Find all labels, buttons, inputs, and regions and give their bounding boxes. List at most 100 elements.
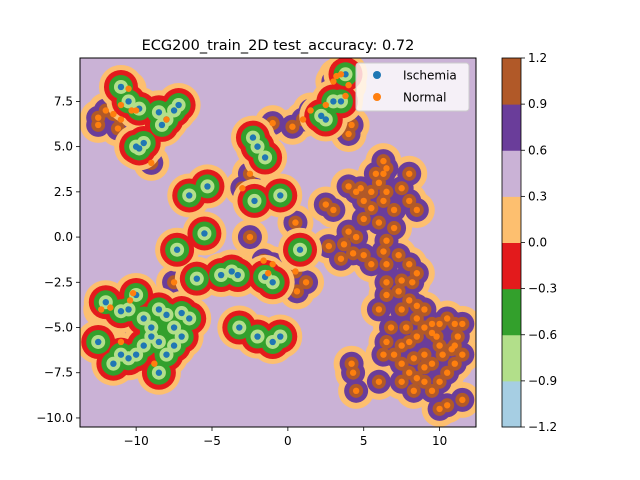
point-ischemia bbox=[261, 154, 269, 161]
point-ischemia bbox=[140, 315, 147, 322]
colorbar-segment bbox=[502, 104, 521, 151]
point-normal bbox=[390, 206, 398, 214]
point-normal bbox=[292, 268, 299, 275]
point-normal bbox=[349, 250, 357, 257]
point-normal bbox=[383, 237, 390, 244]
point-normal bbox=[269, 261, 276, 268]
point-normal bbox=[322, 201, 329, 208]
y-tick-label: −10.0 bbox=[36, 411, 73, 425]
scatter-points bbox=[95, 71, 466, 413]
legend: Ischemia Normal bbox=[355, 62, 470, 112]
series-normal bbox=[95, 71, 466, 413]
point-normal bbox=[395, 251, 402, 259]
point-ischemia bbox=[148, 324, 155, 331]
point-normal bbox=[380, 197, 387, 205]
point-ischemia bbox=[125, 306, 132, 313]
colorbar-segment bbox=[502, 288, 521, 336]
point-ischemia bbox=[178, 333, 185, 340]
point-normal bbox=[102, 107, 109, 114]
colorbar-segment bbox=[502, 242, 521, 290]
point-normal bbox=[421, 364, 428, 371]
point-ischemia bbox=[178, 309, 185, 317]
point-ischemia bbox=[148, 333, 155, 340]
y-tick-label: 7.5 bbox=[54, 94, 73, 108]
point-normal bbox=[330, 78, 337, 85]
point-normal bbox=[117, 116, 125, 123]
point-normal bbox=[421, 351, 428, 358]
point-normal bbox=[459, 320, 466, 328]
point-ischemia bbox=[117, 308, 125, 315]
point-normal bbox=[406, 369, 413, 376]
point-ischemia bbox=[269, 279, 276, 286]
point-normal bbox=[348, 360, 355, 367]
colorbar: −1.2 −0.9 −0.6 −0.3 0.0 0.3 0.6 0.9 1.2 bbox=[501, 51, 557, 434]
point-normal bbox=[413, 374, 421, 382]
colorbar-segment bbox=[502, 380, 521, 428]
point-normal bbox=[345, 130, 352, 138]
colorbar-tick-label: −1.2 bbox=[528, 420, 557, 434]
point-normal bbox=[170, 279, 178, 286]
point-normal bbox=[360, 197, 367, 205]
point-normal bbox=[246, 170, 254, 177]
point-normal bbox=[132, 107, 140, 114]
point-normal bbox=[436, 342, 443, 349]
point-normal bbox=[289, 123, 296, 130]
point-normal bbox=[125, 85, 132, 92]
point-normal bbox=[293, 288, 301, 295]
point-ischemia bbox=[204, 183, 211, 190]
point-normal bbox=[390, 224, 398, 232]
point-normal bbox=[398, 277, 405, 284]
colorbar-tick-label: 1.2 bbox=[528, 51, 547, 65]
point-normal bbox=[395, 288, 402, 295]
point-normal bbox=[428, 320, 436, 328]
point-ischemia bbox=[117, 351, 125, 358]
point-normal bbox=[380, 157, 387, 165]
point-normal bbox=[340, 241, 348, 248]
point-normal bbox=[380, 170, 387, 177]
point-normal bbox=[368, 261, 375, 268]
point-ischemia bbox=[236, 324, 243, 331]
y-tick-label: 2.5 bbox=[54, 185, 73, 199]
point-normal bbox=[439, 351, 446, 358]
point-ischemia bbox=[201, 230, 208, 237]
point-ischemia bbox=[318, 112, 325, 120]
colorbar-segment bbox=[502, 334, 521, 382]
point-ischemia bbox=[140, 139, 147, 147]
point-normal bbox=[129, 289, 137, 297]
point-normal bbox=[421, 378, 428, 385]
colorbar-segment bbox=[502, 196, 521, 243]
point-ischemia bbox=[186, 192, 193, 199]
point-normal bbox=[428, 329, 436, 337]
point-normal bbox=[428, 360, 436, 367]
point-normal bbox=[433, 333, 440, 340]
point-ischemia bbox=[110, 360, 117, 367]
point-normal bbox=[383, 338, 390, 346]
point-normal bbox=[451, 342, 458, 349]
point-ischemia bbox=[330, 98, 337, 105]
point-normal bbox=[345, 81, 352, 89]
point-ischemia bbox=[95, 338, 102, 346]
point-normal bbox=[383, 291, 390, 299]
point-normal bbox=[443, 369, 451, 376]
point-ischemia bbox=[163, 351, 170, 358]
point-normal bbox=[413, 302, 421, 310]
point-normal bbox=[368, 188, 375, 196]
point-normal bbox=[398, 378, 405, 385]
y-axis: −10.0 −7.5 −5.0 −2.5 0.0 2.5 5.0 7.5 bbox=[36, 94, 80, 425]
point-normal bbox=[406, 197, 413, 205]
point-normal bbox=[360, 215, 367, 223]
colorbar-tick-label: 0.0 bbox=[528, 236, 547, 250]
colorbar-tick-label: 0.3 bbox=[528, 189, 547, 203]
point-normal bbox=[451, 360, 458, 367]
x-tick-label: 10 bbox=[432, 434, 447, 448]
point-ischemia bbox=[251, 197, 258, 205]
point-normal bbox=[413, 270, 421, 277]
point-ischemia bbox=[254, 333, 261, 340]
point-normal bbox=[128, 107, 135, 114]
point-ischemia bbox=[342, 71, 349, 78]
point-normal bbox=[380, 248, 387, 255]
point-ischemia bbox=[155, 338, 163, 346]
point-ischemia bbox=[140, 342, 147, 349]
legend-box bbox=[355, 62, 470, 112]
